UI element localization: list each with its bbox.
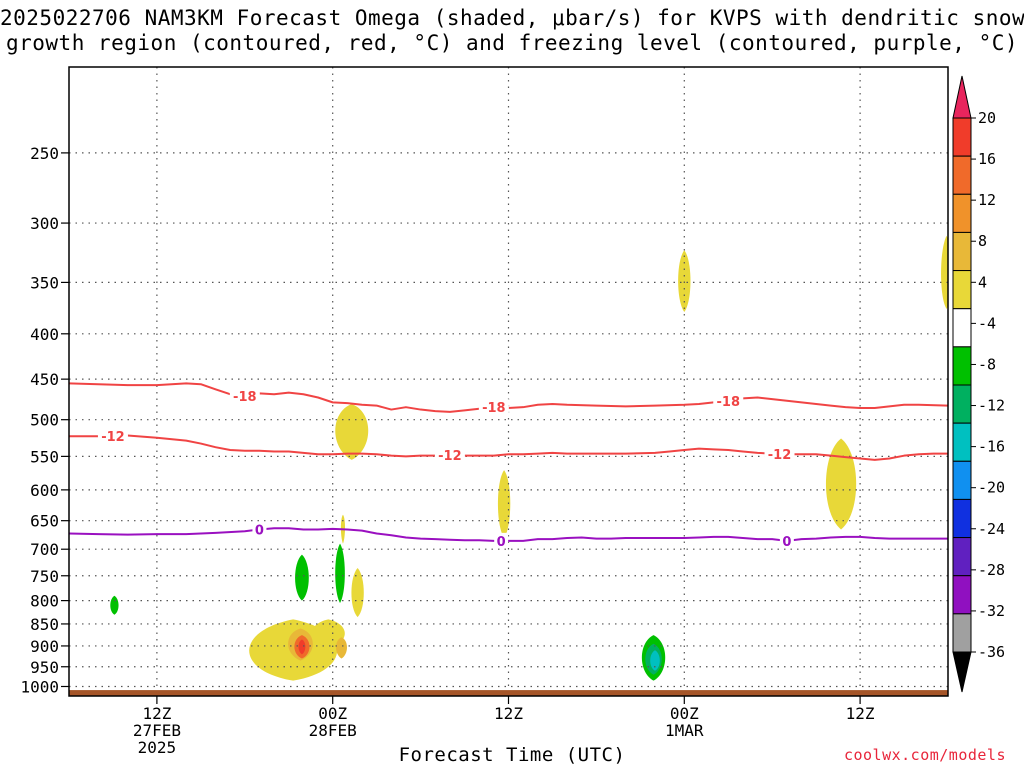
- y-tick-label: 950: [30, 658, 59, 677]
- omega-shade-region: [678, 250, 691, 313]
- contour-label-bg: [229, 387, 260, 403]
- colorbar-swatch: [952, 270, 972, 310]
- contour-label--12: -12: [101, 430, 125, 445]
- omega-shade-region: [311, 619, 345, 649]
- contour-label-bg: [478, 399, 509, 415]
- colorbar-label: -12: [978, 397, 1005, 415]
- colorbar-label: 8: [978, 232, 987, 250]
- y-tick-label: 450: [30, 370, 59, 389]
- contour-label--18: -18: [717, 395, 741, 410]
- title-line-2: growth region (contoured, red, °C) and f…: [5, 31, 1019, 55]
- x-tick-label: 12Z: [142, 704, 171, 723]
- colorbar-label: 16: [978, 150, 996, 168]
- y-tick-label: 1000: [20, 677, 59, 696]
- colorbar-bottom-arrow: [952, 651, 972, 693]
- x-tick-label: 00Z: [670, 704, 699, 723]
- contour-line--12: [69, 434, 948, 461]
- contour-line-0: [69, 527, 948, 542]
- x-tick-label: 28FEB: [309, 721, 357, 740]
- contour-label-bg: [713, 392, 744, 408]
- x-tick-label: 1MAR: [665, 721, 704, 740]
- y-tick-label: 250: [30, 144, 59, 163]
- x-tick-label: 2025: [138, 738, 177, 757]
- omega-shade-region: [351, 567, 364, 618]
- y-tick-label: 500: [30, 411, 59, 430]
- colorbar-swatch: [952, 193, 972, 233]
- colorbar-swatch: [952, 460, 972, 500]
- colorbar-swatch: [952, 155, 972, 195]
- contour-label-bg: [434, 446, 465, 462]
- colorbar-label: 20: [978, 109, 996, 127]
- colorbar-swatch: [952, 537, 972, 577]
- colorbar-swatch: [952, 384, 972, 424]
- colorbar-label: -36: [978, 643, 1005, 661]
- colorbar-label: -4: [978, 314, 996, 332]
- omega-shade-region: [825, 438, 857, 530]
- y-tick-label: 300: [30, 214, 59, 233]
- omega-shade-region: [941, 235, 948, 309]
- y-tick-label: 750: [30, 567, 59, 586]
- colorbar-swatch: [952, 308, 972, 348]
- contour-label--18: -18: [233, 390, 257, 405]
- plot-frame: [68, 66, 949, 697]
- x-tick-label: 27FEB: [133, 721, 181, 740]
- contour-label-bg: [97, 427, 128, 443]
- omega-shade-region: [335, 543, 345, 604]
- y-tick-label: 350: [30, 273, 59, 292]
- surface-terrain-bar: [69, 690, 948, 696]
- colorbar-swatch: [952, 346, 972, 386]
- contour-label--12: -12: [438, 449, 462, 464]
- contour-label--12: -12: [768, 448, 792, 463]
- omega-shade-region: [298, 639, 306, 655]
- contour-label-bg: [764, 445, 795, 461]
- y-tick-label: 550: [30, 447, 59, 466]
- colorbar-label: -20: [978, 479, 1005, 497]
- contour-label-0: 0: [255, 523, 264, 538]
- x-axis-title: Forecast Time (UTC): [398, 744, 626, 766]
- y-tick-label: 700: [30, 540, 59, 559]
- contour-label-0: 0: [497, 535, 506, 550]
- colorbar-top-arrow: [952, 75, 972, 119]
- omega-shade-region: [335, 403, 369, 460]
- y-tick-label: 650: [30, 512, 59, 531]
- x-tick-label: 12Z: [494, 704, 523, 723]
- omega-shade-region: [110, 595, 119, 615]
- omega-shade-region: [335, 637, 347, 659]
- y-tick-label: 850: [30, 615, 59, 634]
- colorbar-swatch: [952, 613, 972, 653]
- y-tick-label: 900: [30, 637, 59, 656]
- y-tick-label: 800: [30, 592, 59, 611]
- colorbar-label: -32: [978, 602, 1005, 620]
- contour-label-0: 0: [782, 535, 791, 550]
- omega-shade-region: [650, 650, 660, 671]
- colorbar-swatch: [952, 117, 972, 157]
- y-tick-label: 600: [30, 481, 59, 500]
- colorbar-label: 12: [978, 191, 996, 209]
- colorbar-label: -8: [978, 355, 996, 373]
- colorbar-label: -16: [978, 438, 1005, 456]
- contour-label--18: -18: [482, 401, 506, 416]
- contour-label-bg: [252, 521, 267, 537]
- colorbar-label: -24: [978, 520, 1005, 538]
- colorbar-label: 4: [978, 273, 987, 291]
- omega-shade-region: [497, 470, 511, 539]
- contour-label-bg: [779, 532, 794, 548]
- colorbar-label: -28: [978, 561, 1005, 579]
- y-tick-label: 400: [30, 325, 59, 344]
- colorbar-swatch: [952, 231, 972, 272]
- colorbar-swatch: [952, 498, 972, 539]
- title-line-1: 2025022706 NAM3KM Forecast Omega (shaded…: [0, 6, 1024, 30]
- x-tick-label: 12Z: [846, 704, 875, 723]
- x-tick-label: 00Z: [318, 704, 347, 723]
- source-credit-link[interactable]: coolwx.com/models: [843, 746, 1006, 764]
- contour-label-bg: [494, 532, 509, 548]
- colorbar-swatch: [952, 575, 972, 615]
- colorbar-swatch: [952, 422, 972, 462]
- chart-title: 2025022706 NAM3KM Forecast Omega (shaded…: [0, 6, 1024, 56]
- omega-shade-region: [295, 554, 309, 601]
